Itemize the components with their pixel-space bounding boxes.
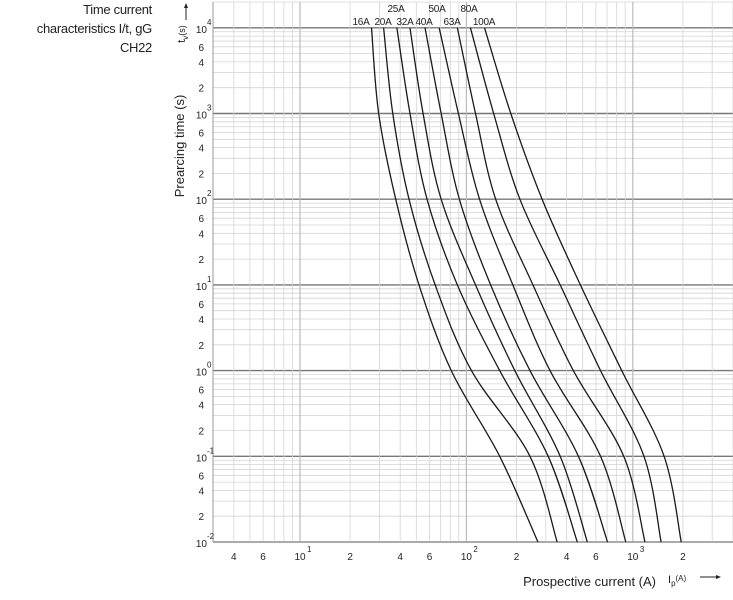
y-tick-label: 6 [198,43,204,54]
y-tick-label: 2 [198,84,204,95]
curve-16A [370,27,539,543]
y-tick-exponent: 2 [207,189,212,198]
y-tick-label: 6 [198,386,204,397]
x-axis-arrowhead-icon [716,575,721,579]
curve-label: 20A [375,17,393,28]
curve-20A [382,27,558,543]
y-tick-exponent: -1 [207,446,215,455]
curve-40A [424,27,609,543]
curve-100A [483,27,682,543]
y-tick-label: 6 [198,471,204,482]
chart-title: Time current characteristics I/t, gG CH2… [36,0,153,57]
y-tick-label: 4 [198,401,204,412]
y-tick-exponent: 4 [207,18,212,27]
curve-label: 16A [353,17,371,28]
x-axis-title: Prospective current (A) [523,574,656,589]
y-tick-label: 4 [198,229,204,240]
y-tick-label: 4 [198,144,204,155]
y-tick-label: 10 [196,539,208,550]
x-tick-label: 10 [294,552,306,563]
y-axis-symbol: tv(s) [176,25,190,43]
x-tick-label: 10 [461,552,473,563]
x-tick-label: 4 [231,552,237,563]
y-tick-exponent: 3 [207,103,212,112]
y-tick-label: 10 [196,282,208,293]
x-tick-label: 4 [564,552,570,563]
y-tick-exponent: -2 [207,532,215,541]
y-tick-label: 10 [196,368,208,379]
y-tick-label: 4 [198,486,204,497]
x-tick-exponent: 3 [640,545,645,554]
y-tick-label: 4 [198,58,204,69]
curve-label: 40A [416,17,434,28]
x-tick-label: 2 [347,552,353,563]
y-tick-label: 10 [196,25,208,36]
curve-25A [396,27,578,543]
curve-63A [456,27,646,543]
x-tick-label: 2 [514,552,520,563]
y-tick-label: 10 [196,196,208,207]
x-tick-exponent: 2 [473,545,478,554]
y-tick-label: 6 [198,214,204,225]
curve-label: 63A [444,17,462,28]
curve-label: 50A [429,4,447,15]
y-tick-label: 4 [198,315,204,326]
curve-label: 80A [461,4,479,15]
x-axis-symbol: Ip(A) [668,574,687,588]
curve-80A [469,27,662,543]
x-tick-label: 10 [627,552,639,563]
y-tick-label: 2 [198,512,204,523]
curve-32A [409,27,588,543]
x-tick-label: 6 [593,552,599,563]
y-tick-exponent: 1 [207,275,212,284]
x-tick-label: 6 [427,552,433,563]
title-line: characteristics I/t, gG [36,21,153,36]
curve-label: 32A [397,17,415,28]
y-tick-label: 2 [198,427,204,438]
y-tick-label: 6 [198,300,204,311]
title-line: CH22 [119,40,152,55]
y-tick-label: 2 [198,169,204,180]
x-tick-label: 6 [260,552,266,563]
x-tick-exponent: 1 [307,545,312,554]
y-tick-exponent: 0 [207,361,212,370]
y-tick-label: 10 [196,110,208,121]
y-axis-arrowhead-icon [184,3,188,8]
y-tick-label: 2 [198,255,204,266]
curve-label: 100A [473,17,496,28]
y-tick-label: 6 [198,129,204,140]
title-line: Time current [83,2,152,17]
y-tick-label: 2 [198,341,204,352]
y-tick-label: 10 [196,453,208,464]
curve-50A [438,27,627,543]
x-tick-label: 2 [680,552,686,563]
x-tick-label: 4 [397,552,403,563]
y-axis-title: Prearcing time (s) [172,95,187,198]
curve-label: 25A [388,4,406,15]
